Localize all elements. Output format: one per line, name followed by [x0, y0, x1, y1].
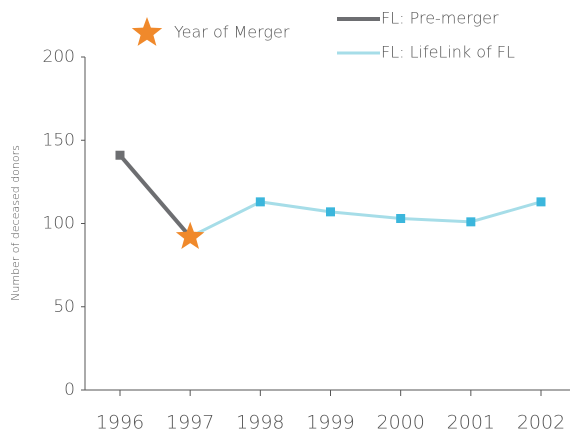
y-tick-label: 0 — [64, 380, 75, 400]
data-point — [255, 197, 265, 207]
legend-star — [131, 17, 163, 46]
x-tick-label: 1997 — [166, 412, 214, 434]
x-tick-label: 2000 — [376, 412, 424, 434]
data-point — [536, 197, 546, 207]
legend-label: FL: LifeLink of FL — [381, 43, 515, 62]
y-tick-label: 50 — [53, 297, 75, 317]
y-tick-label: 150 — [43, 130, 75, 150]
annotation-star — [175, 221, 205, 249]
x-tick-label: 1998 — [236, 412, 284, 434]
x-tick-label: 1999 — [306, 412, 354, 434]
series-line — [189, 200, 542, 239]
y-tick-label: 100 — [43, 214, 75, 234]
y-tick-label: 200 — [43, 47, 75, 67]
x-tick-label: 2002 — [517, 412, 565, 434]
annotation-label: Year of Merger — [174, 23, 290, 42]
data-point — [326, 207, 335, 217]
data-point — [115, 150, 125, 160]
data-point — [396, 214, 406, 224]
series-line — [118, 153, 192, 239]
y-axis-title: Number of deceased donors — [9, 145, 22, 301]
data-point — [466, 217, 476, 227]
x-tick-label: 2001 — [447, 412, 495, 434]
legend-label: FL: Pre-merger — [381, 9, 499, 28]
x-tick-label: 1996 — [96, 412, 144, 434]
